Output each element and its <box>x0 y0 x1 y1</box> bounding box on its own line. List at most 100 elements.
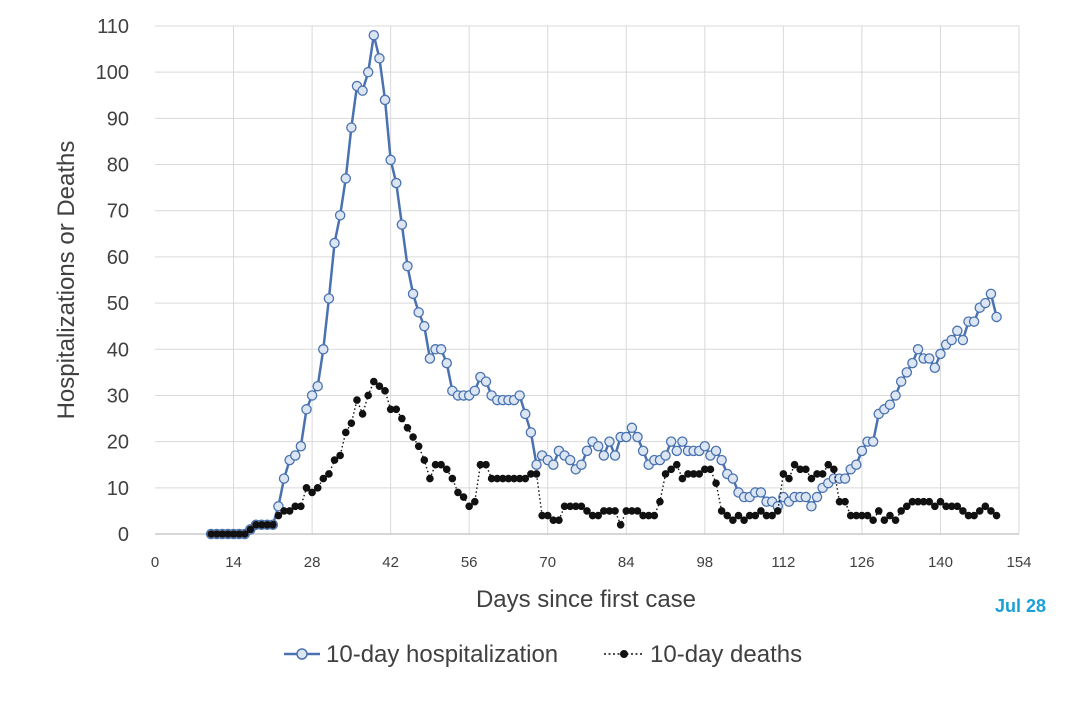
data-point <box>626 422 638 434</box>
data-point <box>811 491 823 503</box>
data-point <box>459 493 468 501</box>
data-point <box>470 497 479 506</box>
y-axis-title: Hospitalizations or Deaths <box>53 141 80 420</box>
x-tick-label: 56 <box>461 554 478 571</box>
legend-item-hospitalization: 10-day hospitalization <box>284 641 558 668</box>
data-point <box>555 516 563 524</box>
data-point <box>426 474 434 483</box>
data-point <box>437 460 445 469</box>
data-point <box>330 456 339 464</box>
data-point <box>319 474 328 483</box>
data-point <box>734 511 743 520</box>
data-point <box>402 260 413 272</box>
data-point <box>867 436 879 447</box>
data-point <box>723 511 732 520</box>
data-point <box>632 431 643 443</box>
data-point <box>650 511 659 520</box>
data-point <box>929 362 941 373</box>
data-point <box>785 474 793 483</box>
data-point <box>362 66 374 78</box>
data-point <box>442 465 451 474</box>
data-point <box>712 479 720 488</box>
data-point <box>616 520 625 529</box>
data-point <box>381 387 389 395</box>
data-point <box>403 423 412 432</box>
data-point <box>901 367 913 378</box>
legend: 10-day hospitalization 10-day deaths <box>284 641 802 668</box>
data-point <box>895 376 907 387</box>
x-axis-title: Days since first case <box>476 586 696 613</box>
data-point <box>672 460 681 469</box>
data-point <box>398 414 406 423</box>
data-point <box>806 501 817 512</box>
x-tick-label: 98 <box>696 554 713 571</box>
data-point <box>637 445 649 457</box>
data-point <box>278 473 290 484</box>
data-point <box>297 502 305 511</box>
data-point <box>341 428 350 437</box>
data-point <box>374 53 385 64</box>
data-point <box>269 520 277 529</box>
legend-item-deaths: 10-day deaths <box>604 641 802 668</box>
data-point <box>414 442 423 451</box>
data-point <box>678 474 687 483</box>
data-point <box>525 427 537 438</box>
data-point <box>301 404 312 415</box>
x-tick-label: 126 <box>849 554 874 571</box>
data-point <box>959 507 967 515</box>
data-point <box>543 511 552 520</box>
x-tick-label: 14 <box>225 554 242 571</box>
legend-marker-hospitalization <box>296 648 308 660</box>
data-point <box>273 501 284 512</box>
data-point <box>370 377 378 386</box>
x-tick-label: 84 <box>618 554 635 571</box>
x-tick-label: 28 <box>304 554 321 571</box>
data-point <box>240 530 249 538</box>
data-point <box>353 396 361 404</box>
data-point <box>409 433 417 441</box>
data-point <box>880 516 889 524</box>
data-point <box>329 237 340 249</box>
data-point <box>740 516 748 524</box>
data-point <box>992 511 1001 520</box>
data-point <box>717 507 726 515</box>
data-point <box>358 410 367 418</box>
data-point <box>699 441 711 452</box>
x-tick-label: 0 <box>151 554 159 571</box>
data-point <box>925 497 934 506</box>
data-point <box>985 288 997 300</box>
data-point <box>851 459 862 470</box>
data-point <box>981 502 990 511</box>
data-point <box>856 445 868 457</box>
data-point <box>521 474 530 483</box>
data-point <box>308 488 316 497</box>
data-point <box>897 507 905 515</box>
data-point <box>577 502 586 511</box>
data-point <box>677 436 688 447</box>
data-point <box>312 380 323 392</box>
legend-label-deaths: 10-day deaths <box>650 641 802 668</box>
legend-marker-deaths <box>620 650 628 658</box>
data-point <box>656 497 664 506</box>
data-point <box>285 507 294 515</box>
series-area <box>205 29 1002 540</box>
x-tick-label: 42 <box>382 554 399 571</box>
y-tick-label: 10 <box>107 478 129 500</box>
data-point <box>946 334 957 346</box>
data-point <box>970 511 978 520</box>
data-point <box>824 460 833 469</box>
data-point <box>980 297 991 309</box>
data-point <box>379 94 391 106</box>
data-point <box>886 511 894 520</box>
data-point <box>611 507 619 515</box>
date-annotation: Jul 28 <box>995 596 1046 616</box>
y-tick-label: 80 <box>107 155 129 177</box>
data-point <box>890 390 901 401</box>
data-point <box>420 456 429 464</box>
data-point <box>390 177 402 189</box>
data-point <box>902 502 911 511</box>
data-point <box>531 459 542 470</box>
data-point <box>325 470 333 478</box>
gridlines <box>155 25 1020 534</box>
